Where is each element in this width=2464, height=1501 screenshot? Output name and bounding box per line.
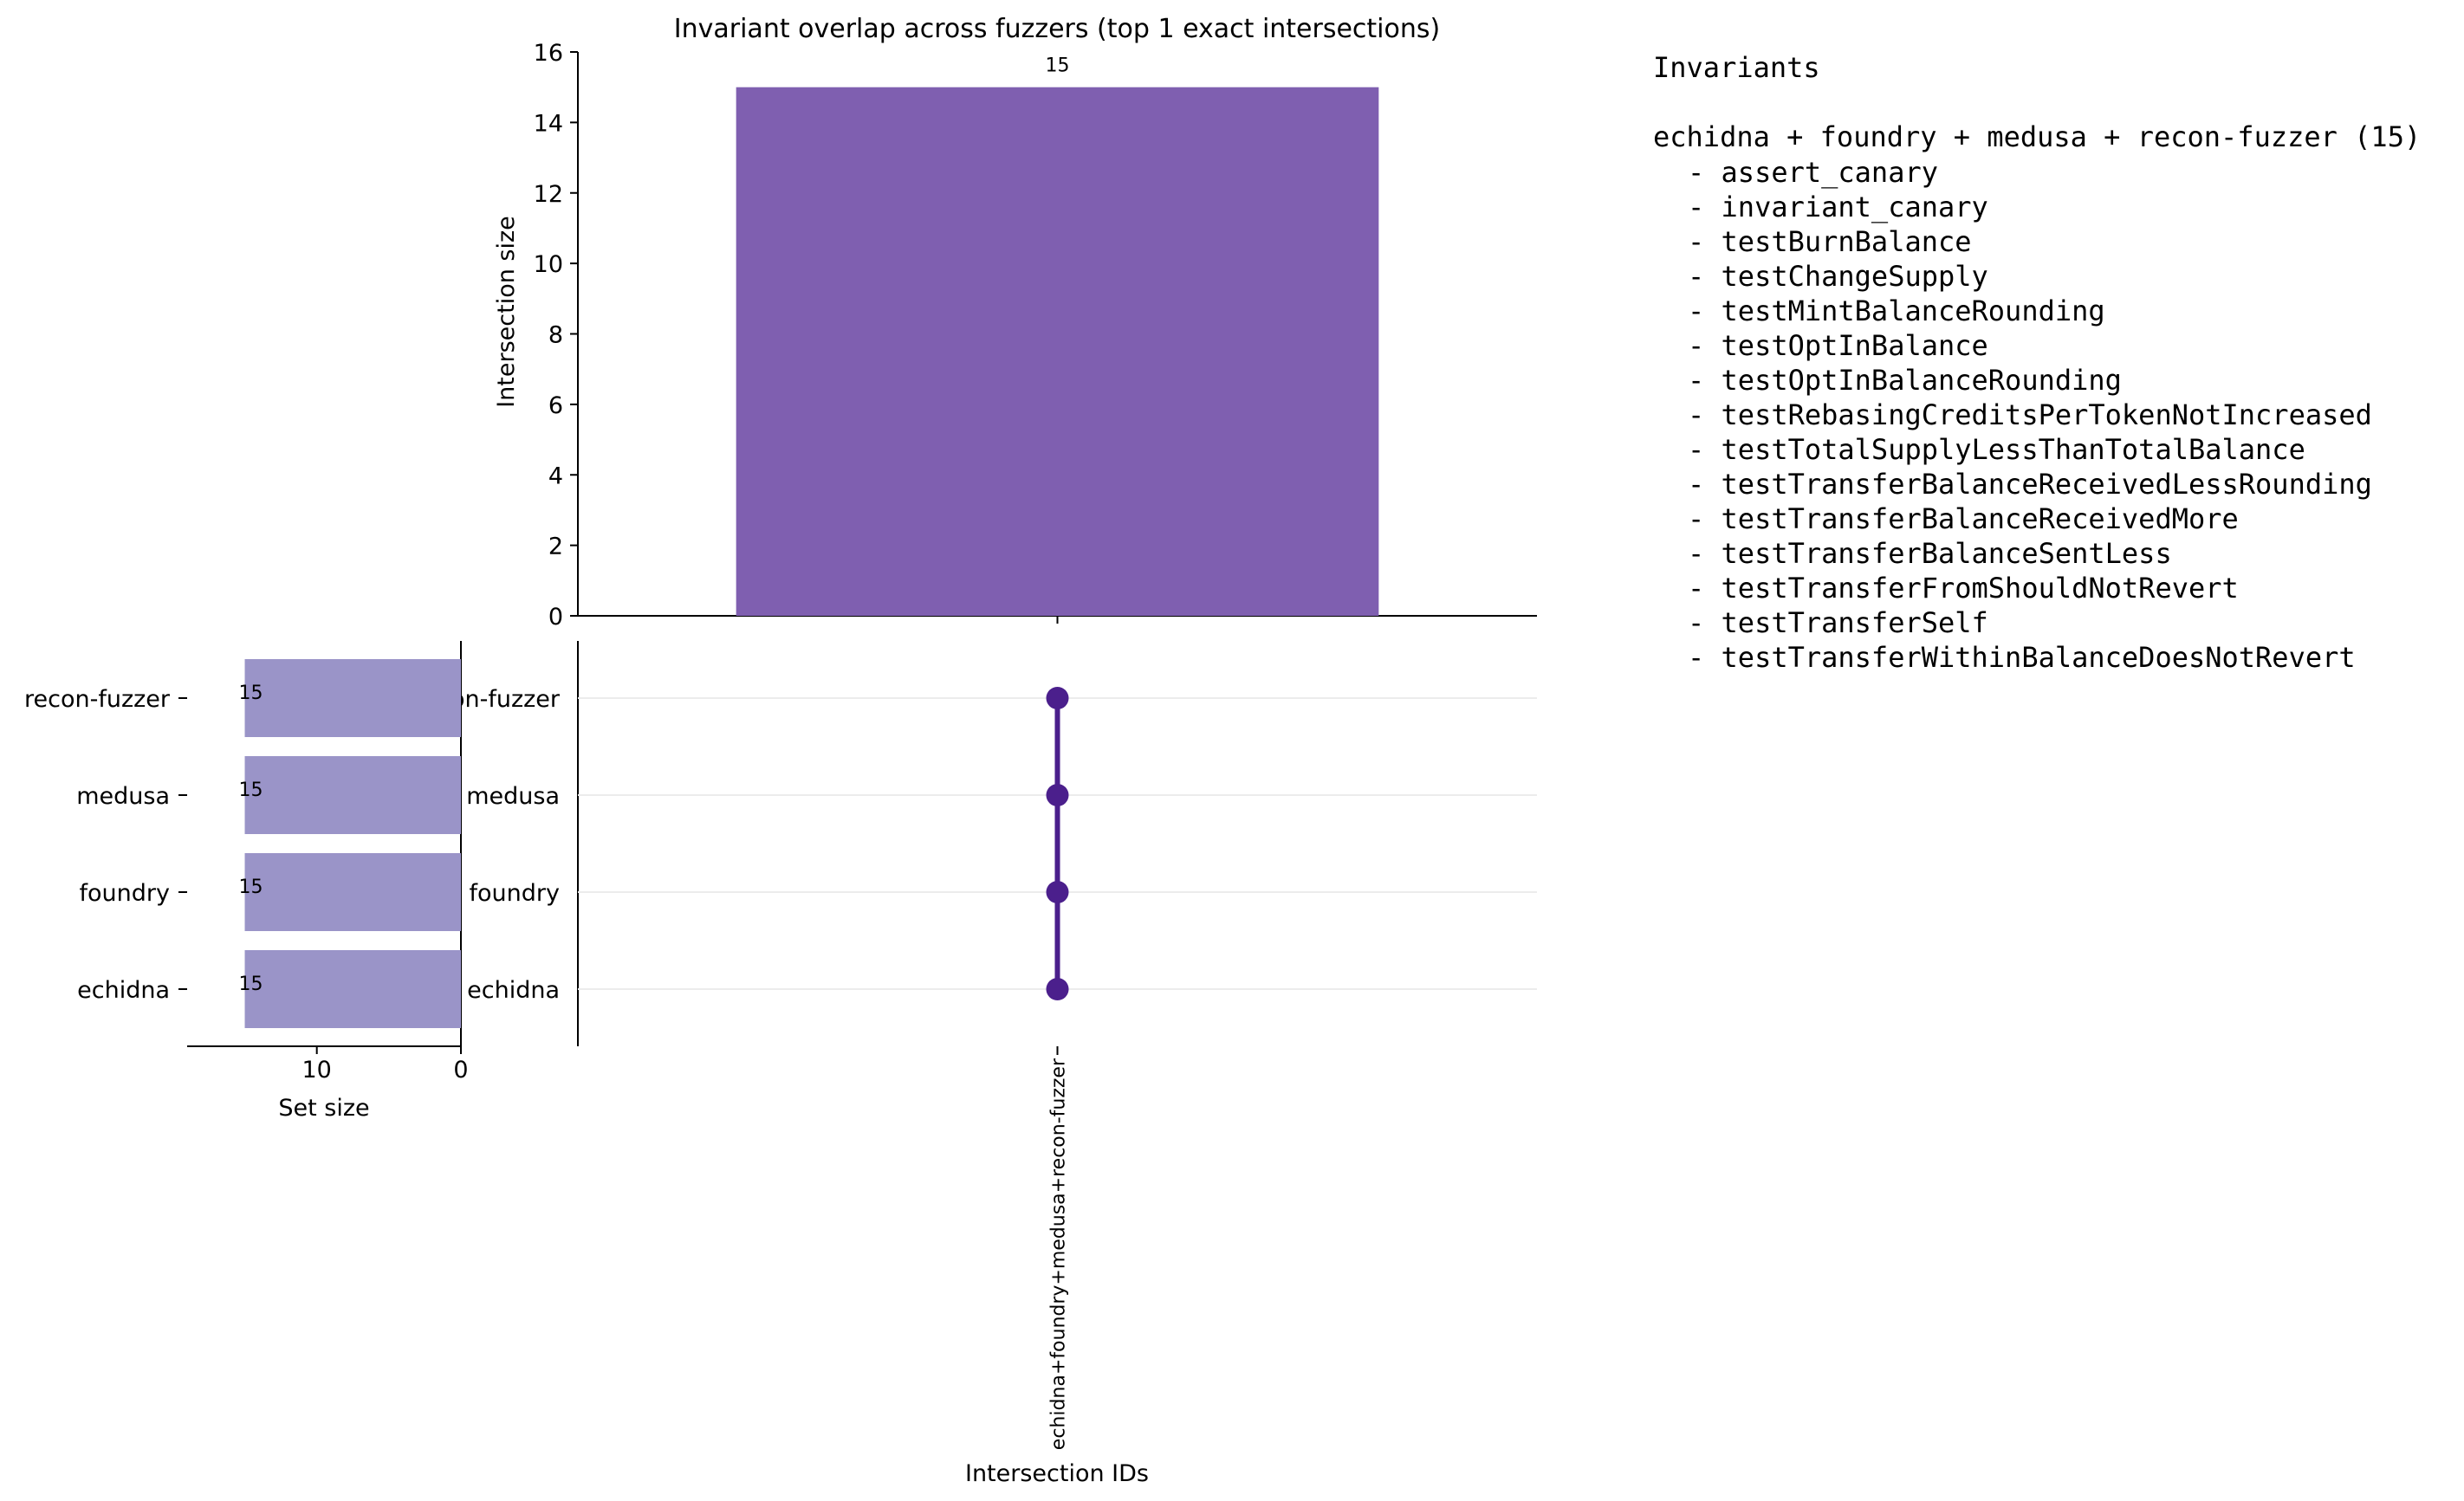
set-size-bar: [244, 853, 461, 931]
matrix-row-label: medusa: [466, 783, 560, 810]
y-tick-label: 6: [548, 392, 563, 419]
set-size-bar-value-label: 15: [239, 780, 263, 801]
set-size-bar-value-label: 15: [239, 974, 263, 995]
set-name-label: foundry: [80, 880, 170, 907]
set-size-bar: [244, 950, 461, 1028]
set-name-label: medusa: [76, 783, 170, 810]
intersection-id-label: echidna+foundry+medusa+recon-fuzzer: [1048, 1058, 1070, 1450]
legend-item: - testTotalSupplyLessThanTotalBalance: [1688, 433, 2305, 466]
legend-item: - testTransferBalanceReceivedLessRoundin…: [1688, 468, 2372, 501]
set-size-bar: [244, 756, 461, 834]
set-size-axis-label: Set size: [278, 1095, 369, 1122]
set-name-label: echidna: [77, 977, 170, 1004]
legend-item: - assert_canary: [1688, 156, 1938, 189]
intersection-bar: [736, 87, 1379, 616]
y-tick-label: 16: [534, 40, 563, 67]
matrix-dot: [1046, 978, 1069, 1000]
legend-item: - testTransferBalanceReceivedMore: [1688, 502, 2239, 535]
intersection-bar-value-label: 15: [1046, 55, 1070, 77]
y-tick-label: 8: [548, 322, 563, 349]
set-size-panel: 10 0 15 recon-fuzzer 15 medusa 15 foundry 15 echi…: [24, 641, 469, 1084]
set-size-x-tick-label: 10: [302, 1057, 332, 1084]
y-tick-label: 4: [548, 463, 563, 489]
y-tick-label: 10: [534, 251, 563, 278]
intersection-ids-axis-label: Intersection IDs: [965, 1460, 1149, 1487]
matrix-dot: [1046, 881, 1069, 903]
set-size-bar-value-label: 15: [239, 683, 263, 704]
set-name-label: recon-fuzzer: [24, 686, 171, 713]
legend-item: - testTransferSelf: [1688, 606, 1988, 639]
chart-title: Invariant overlap across fuzzers (top 1 …: [674, 14, 1440, 44]
legend-item-list: - assert_canary- invariant_canary- testB…: [1688, 156, 2372, 674]
legend-item: - testOptInBalance: [1688, 329, 1988, 362]
legend-item: - testTransferFromShouldNotRevert: [1688, 572, 2239, 605]
matrix-dot: [1046, 784, 1069, 806]
y-tick-label: 12: [534, 181, 563, 208]
y-tick-label: 0: [548, 604, 563, 631]
legend-item: - invariant_canary: [1688, 191, 1988, 223]
legend-heading: Invariants: [1653, 51, 1820, 84]
set-size-x-tick-label: 0: [453, 1057, 468, 1084]
matrix-row-label: foundry: [470, 880, 560, 907]
y-tick-label: 2: [548, 534, 563, 560]
matrix-row-label: echidna: [467, 977, 560, 1004]
set-size-bar-value-label: 15: [239, 877, 263, 898]
invariants-legend: Invariants echidna + foundry + medusa + …: [1653, 51, 2421, 674]
legend-item: - testOptInBalanceRounding: [1688, 364, 2122, 397]
legend-item: - testTransferWithinBalanceDoesNotRevert: [1688, 641, 2356, 674]
legend-item: - testChangeSupply: [1688, 260, 1988, 293]
legend-item: - testBurnBalance: [1688, 225, 1972, 258]
intersection-y-axis-label: Intersection size: [493, 216, 520, 408]
legend-item: - testRebasingCreditsPerTokenNotIncrease…: [1688, 398, 2372, 431]
membership-matrix-panel: recon-fuzzermedusafoundryechidnaechidna+…: [414, 641, 1537, 1450]
legend-item: - testTransferBalanceSentLess: [1688, 537, 2172, 570]
set-size-bar: [244, 659, 461, 737]
legend-item: - testMintBalanceRounding: [1688, 294, 2105, 327]
legend-group-title: echidna + foundry + medusa + recon-fuzze…: [1653, 120, 2421, 153]
matrix-dot: [1046, 687, 1069, 709]
y-tick-label: 14: [534, 110, 563, 137]
intersection-size-panel: 0 2 4 6 8 10 12 14 16 15: [534, 40, 1537, 631]
